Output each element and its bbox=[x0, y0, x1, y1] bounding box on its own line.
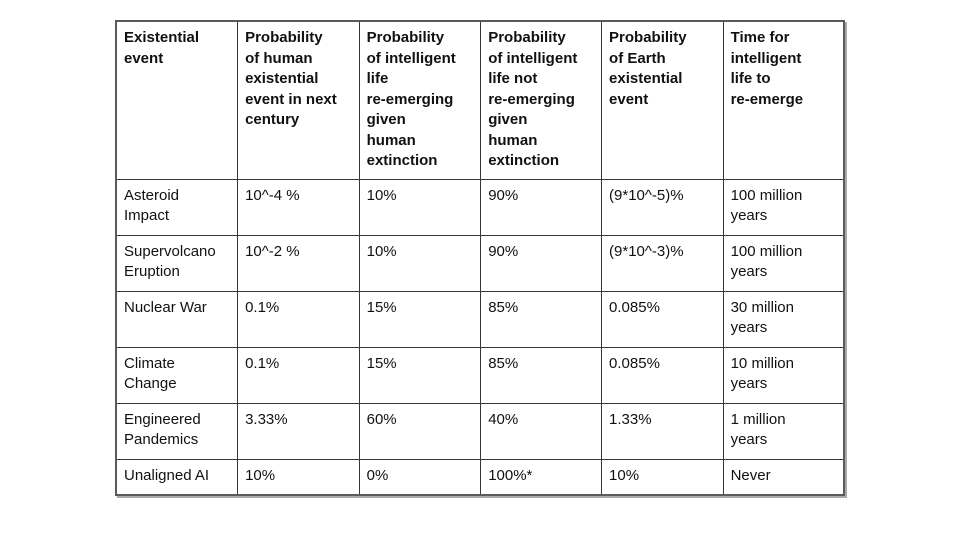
cell-prob-reemerging: 10% bbox=[358, 234, 482, 292]
cell-prob-earth-event: (9*10^-5)% bbox=[601, 178, 724, 236]
cell-event-name: Nuclear War bbox=[115, 290, 239, 348]
cell-prob-earth-event: 0.085% bbox=[601, 290, 724, 348]
cell-prob-human-event: 10% bbox=[237, 458, 360, 496]
table-row-climate-change: Climate Change 0.1% 15% 85% 0.085% 10 mi… bbox=[115, 346, 845, 404]
table-row-supervolcano-eruption: Supervolcano Eruption 10^-2 % 10% 90% (9… bbox=[115, 234, 845, 292]
column-header-existential-event: Existential event bbox=[115, 20, 239, 180]
cell-prob-earth-event: 0.085% bbox=[601, 346, 724, 404]
cell-event-name: Climate Change bbox=[115, 346, 239, 404]
cell-time-to-reemerge: 100 million years bbox=[722, 178, 845, 236]
cell-prob-earth-event: 10% bbox=[601, 458, 724, 496]
table-row-asteroid-impact: Asteroid Impact 10^-4 % 10% 90% (9*10^-5… bbox=[115, 178, 845, 236]
cell-prob-human-event: 10^-2 % bbox=[237, 234, 360, 292]
cell-prob-human-event: 3.33% bbox=[237, 402, 360, 460]
cell-prob-not-reemerging: 90% bbox=[480, 234, 603, 292]
cell-prob-earth-event: (9*10^-3)% bbox=[601, 234, 724, 292]
cell-event-name: Unaligned AI bbox=[115, 458, 239, 496]
cell-prob-reemerging: 15% bbox=[358, 346, 482, 404]
column-header-prob-life-reemerging: Probability of intelligent life re-emerg… bbox=[358, 20, 482, 180]
cell-time-to-reemerge: 30 million years bbox=[722, 290, 845, 348]
cell-event-name: Supervolcano Eruption bbox=[115, 234, 239, 292]
cell-event-name: Asteroid Impact bbox=[115, 178, 239, 236]
header-row: Existential event Probability of human e… bbox=[115, 20, 845, 180]
cell-prob-human-event: 0.1% bbox=[237, 290, 360, 348]
column-header-prob-human-event: Probability of human existential event i… bbox=[237, 20, 360, 180]
cell-prob-not-reemerging: 40% bbox=[480, 402, 603, 460]
cell-prob-not-reemerging: 85% bbox=[480, 346, 603, 404]
cell-prob-earth-event: 1.33% bbox=[601, 402, 724, 460]
table-row-unaligned-ai: Unaligned AI 10% 0% 100%* 10% Never bbox=[115, 458, 845, 496]
column-header-prob-life-not-reemerging: Probability of intelligent life not re-e… bbox=[480, 20, 603, 180]
cell-prob-reemerging: 15% bbox=[358, 290, 482, 348]
cell-prob-not-reemerging: 100%* bbox=[480, 458, 603, 496]
cell-prob-not-reemerging: 90% bbox=[480, 178, 603, 236]
cell-time-to-reemerge: 10 million years bbox=[722, 346, 845, 404]
cell-time-to-reemerge: Never bbox=[722, 458, 845, 496]
cell-prob-human-event: 10^-4 % bbox=[237, 178, 360, 236]
column-header-prob-earth-event: Probability of Earth existential event bbox=[601, 20, 724, 180]
cell-event-name: Engineered Pandemics bbox=[115, 402, 239, 460]
table-row-nuclear-war: Nuclear War 0.1% 15% 85% 0.085% 30 milli… bbox=[115, 290, 845, 348]
cell-prob-human-event: 0.1% bbox=[237, 346, 360, 404]
column-header-time-to-reemerge: Time for intelligent life to re-emerge bbox=[722, 20, 845, 180]
table-row-engineered-pandemics: Engineered Pandemics 3.33% 60% 40% 1.33%… bbox=[115, 402, 845, 460]
existential-risk-table: Existential event Probability of human e… bbox=[115, 20, 845, 496]
cell-prob-reemerging: 0% bbox=[358, 458, 482, 496]
cell-prob-reemerging: 10% bbox=[358, 178, 482, 236]
cell-time-to-reemerge: 100 million years bbox=[722, 234, 845, 292]
cell-prob-reemerging: 60% bbox=[358, 402, 482, 460]
cell-time-to-reemerge: 1 million years bbox=[722, 402, 845, 460]
cell-prob-not-reemerging: 85% bbox=[480, 290, 603, 348]
